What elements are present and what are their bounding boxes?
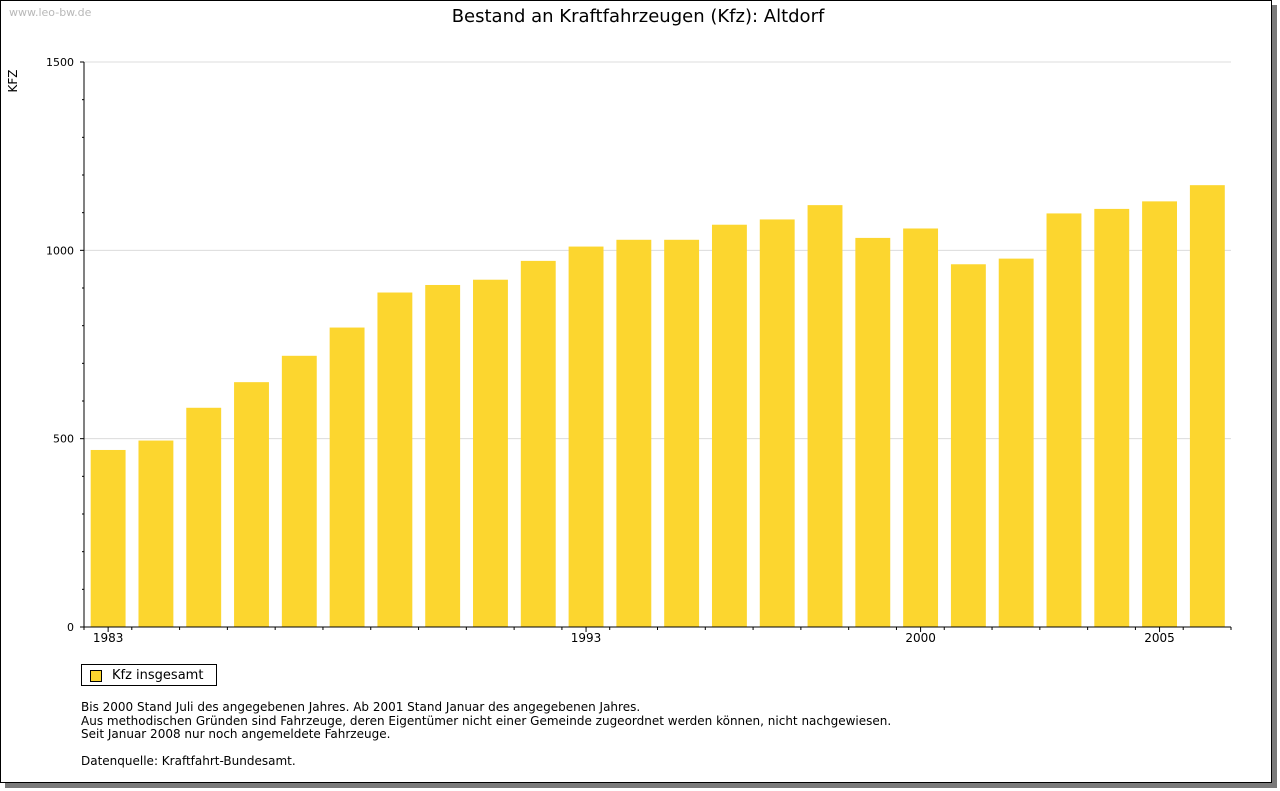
x-tick-label: 2005 [1144, 631, 1175, 645]
bar [807, 205, 843, 627]
bar [1046, 213, 1082, 628]
bar [281, 355, 317, 627]
data-source: Datenquelle: Kraftfahrt-Bundesamt. [81, 753, 296, 768]
bar [1189, 185, 1225, 628]
bar [950, 264, 986, 627]
bar [1142, 201, 1177, 627]
legend: Kfz insgesamt [81, 664, 217, 686]
bar [425, 284, 461, 627]
bar [616, 239, 652, 627]
legend-label: Kfz insgesamt [112, 668, 204, 683]
y-tick-label: 1500 [46, 56, 74, 69]
bar [1094, 208, 1130, 627]
x-tick-label: 1993 [571, 631, 602, 645]
footnote: Seit Januar 2008 nur noch angemeldete Fa… [81, 727, 391, 741]
bar [998, 258, 1034, 627]
y-tick-labels: 0 500 1000 1500 [46, 56, 74, 634]
bar [473, 279, 508, 627]
bar [903, 228, 939, 627]
bar [234, 382, 269, 627]
bar [186, 407, 222, 627]
bars [90, 185, 1225, 628]
axes [80, 61, 1232, 632]
bar [520, 260, 556, 627]
bar [759, 219, 795, 628]
x-tick-label: 2000 [905, 631, 936, 645]
bar [568, 246, 604, 628]
footnotes: Bis 2000 Stand Juli des angegebenen Jahr… [81, 700, 892, 768]
bar [90, 449, 126, 627]
chart-title: Bestand an Kraftfahrzeugen (Kfz): Altdor… [452, 6, 825, 27]
gridlines [84, 61, 1231, 440]
bar-chart: Bestand an Kraftfahrzeugen (Kfz): Altdor… [6, 6, 1232, 645]
x-tick-label: 1983 [93, 631, 124, 645]
footnote: Bis 2000 Stand Juli des angegebenen Jahr… [81, 700, 641, 714]
footnote: Aus methodischen Gründen sind Fahrzeuge,… [81, 713, 892, 728]
y-axis-label: KFZ [6, 70, 20, 93]
bar [664, 239, 700, 627]
x-tick-labels: 1983 1993 2000 2005 [93, 631, 1175, 645]
y-tick-label: 1000 [46, 244, 74, 257]
bar [329, 327, 365, 627]
bar [377, 292, 413, 627]
y-tick-label: 500 [53, 433, 74, 446]
y-tick-label: 0 [67, 621, 74, 634]
watermark: www.leo-bw.de [9, 6, 92, 19]
bar [711, 224, 747, 627]
bar [855, 237, 891, 628]
bar [138, 440, 174, 627]
legend-swatch [90, 670, 102, 682]
